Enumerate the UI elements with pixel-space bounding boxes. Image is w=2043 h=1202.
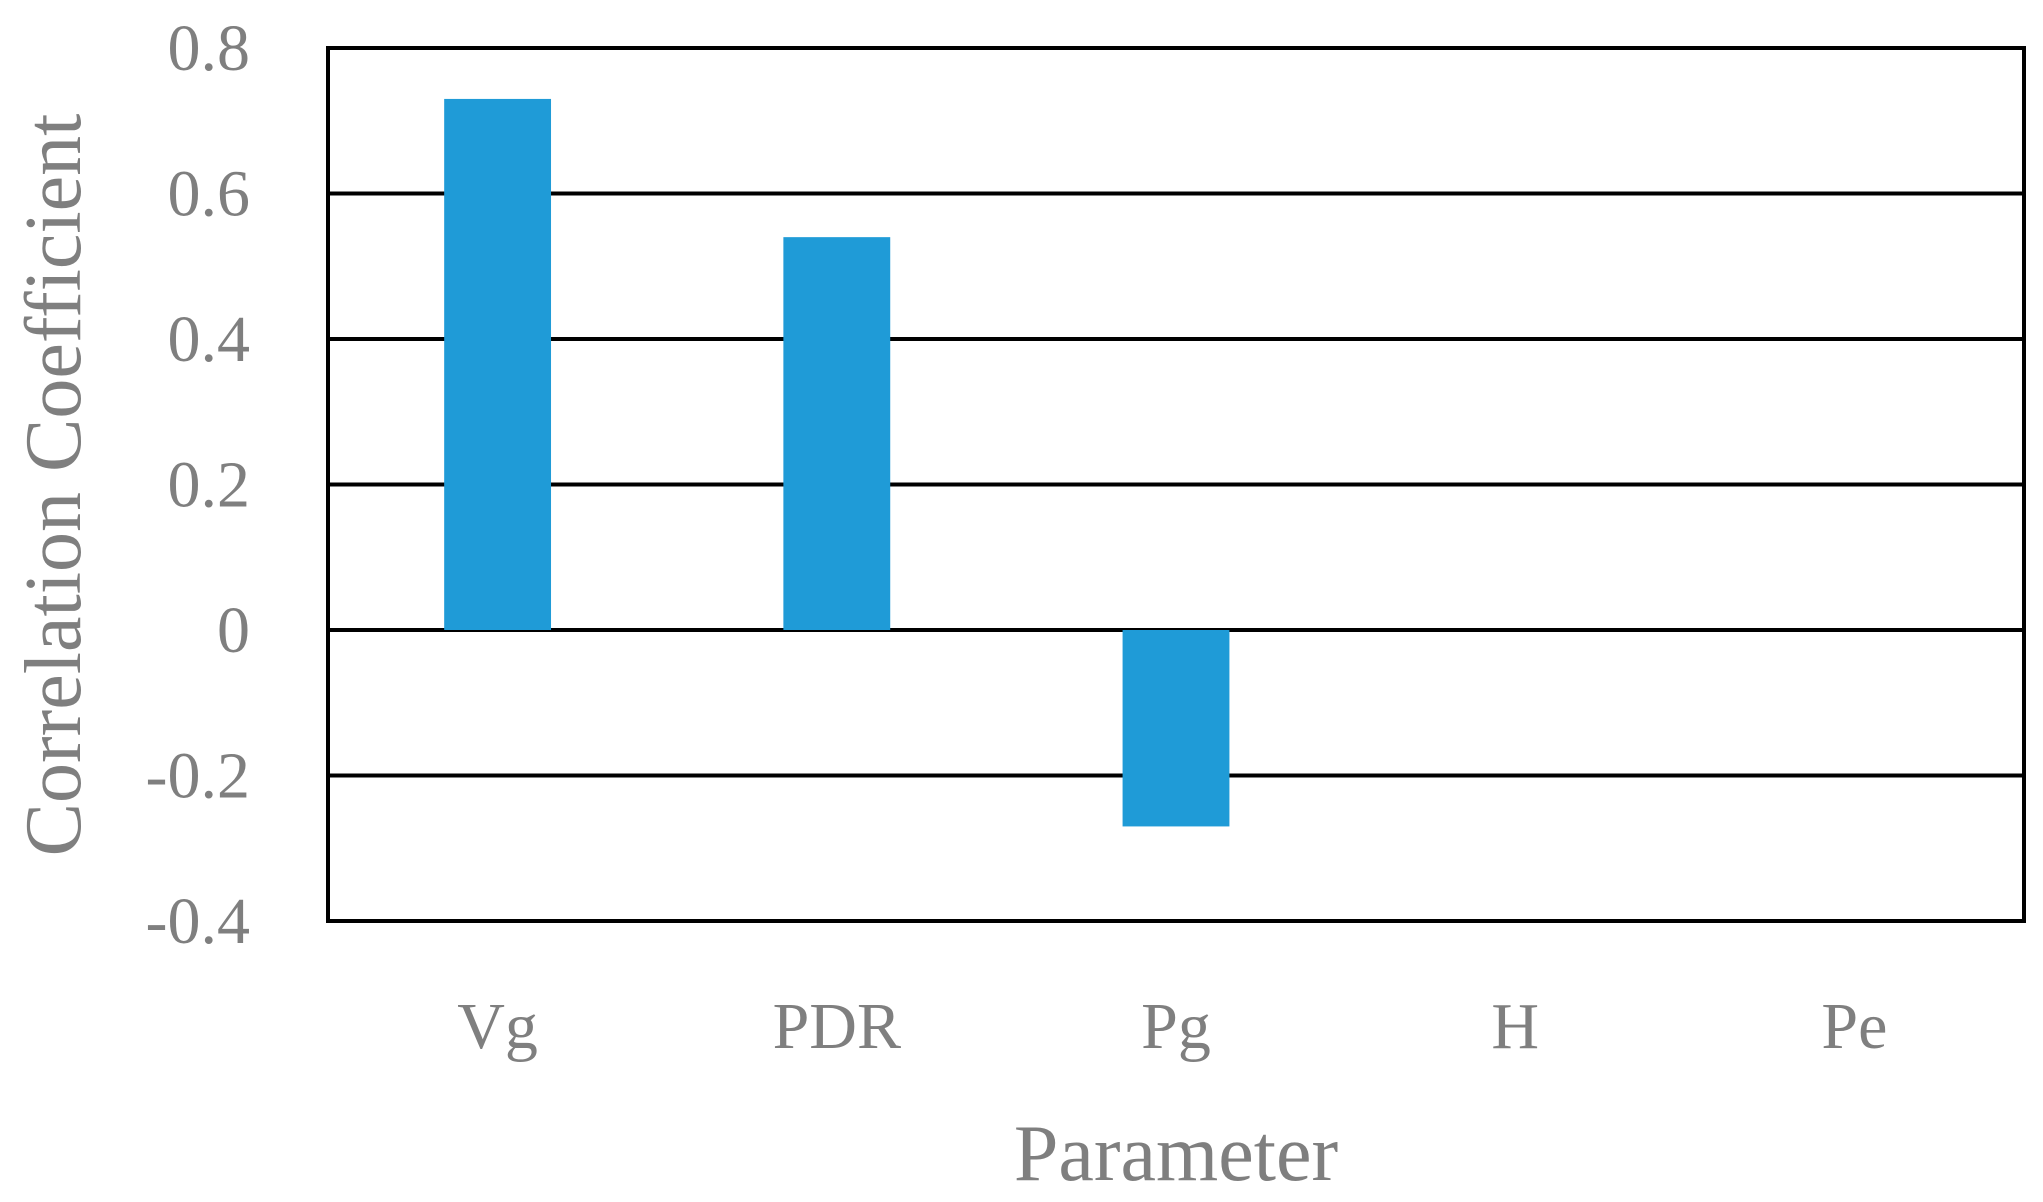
bar-pg xyxy=(1122,630,1230,827)
bars xyxy=(444,98,1230,827)
plot-area-frame xyxy=(326,46,2026,923)
x-tick-label: Vg xyxy=(457,990,538,1063)
y-tick-label: 0 xyxy=(217,594,250,667)
y-axis-title: Correlation Coefficient xyxy=(10,114,98,857)
y-tick-label: 0.6 xyxy=(168,158,251,231)
x-tick-label: Pg xyxy=(1141,990,1211,1063)
y-tick-label: 0.4 xyxy=(168,303,251,376)
x-category-labels: Vg PDR Pg H Pe xyxy=(457,990,1887,1063)
x-axis-title: Parameter xyxy=(1014,1110,1338,1198)
bar-pdr xyxy=(783,237,891,630)
x-tick-label: PDR xyxy=(773,990,901,1063)
bar-vg xyxy=(444,98,552,631)
x-tick-label: Pe xyxy=(1821,990,1887,1063)
y-tick-labels: 0.8 0.6 0.4 0.2 0 -0.2 -0.4 xyxy=(146,12,250,958)
y-tick-label: -0.2 xyxy=(146,740,250,813)
x-tick-label: H xyxy=(1491,990,1539,1063)
y-tick-label: 0.2 xyxy=(168,449,251,522)
y-tick-label: -0.4 xyxy=(146,885,250,958)
y-tick-label: 0.8 xyxy=(168,12,251,85)
